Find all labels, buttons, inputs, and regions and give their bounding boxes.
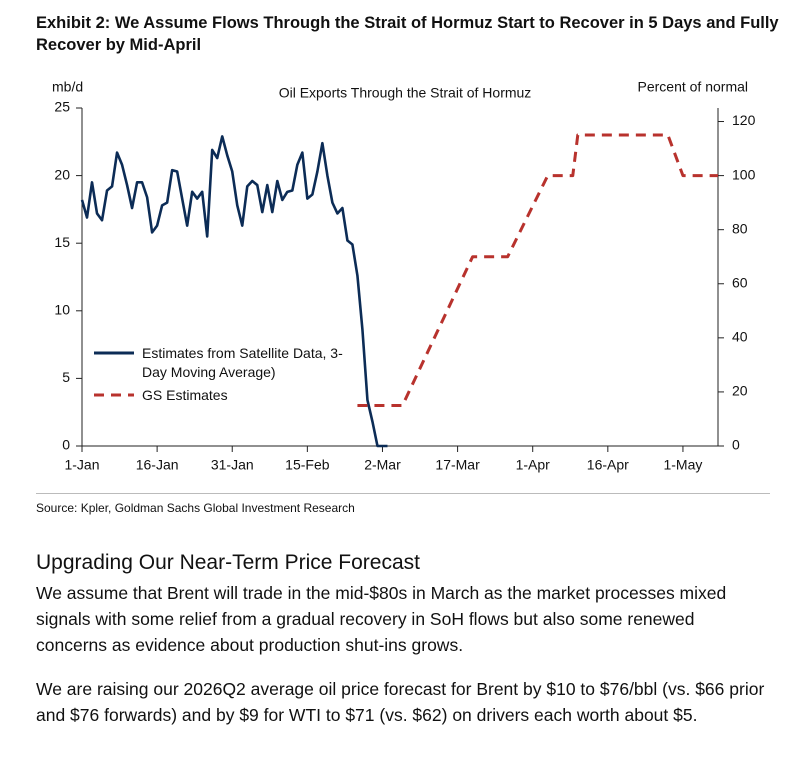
divider xyxy=(36,493,770,494)
legend-label: Estimates from Satellite Data, 3-Day Mov… xyxy=(142,345,343,380)
y-tick-label: 15 xyxy=(54,234,70,250)
x-tick-label: 1-Apr xyxy=(516,457,551,473)
y-tick-label: 0 xyxy=(62,437,70,453)
chart: Oil Exports Through the Strait of Hormuz… xyxy=(52,79,756,473)
x-tick-label: 15-Feb xyxy=(285,457,330,473)
y-tick-label: 5 xyxy=(62,369,70,385)
legend-item: GS Estimates xyxy=(92,386,357,405)
y2-tick-label: 20 xyxy=(732,383,748,399)
y-tick-label: 20 xyxy=(54,166,70,182)
legend-label: GS Estimates xyxy=(142,387,228,403)
y2-tick-label: 80 xyxy=(732,220,748,236)
y2-tick-label: 0 xyxy=(732,437,740,453)
y2-tick-label: 60 xyxy=(732,274,748,290)
section-body: We assume that Brent will trade in the m… xyxy=(36,580,766,746)
y2-tick-label: 40 xyxy=(732,329,748,345)
y-tick-label: 10 xyxy=(54,302,70,318)
chart-title: Oil Exports Through the Strait of Hormuz xyxy=(279,85,532,101)
x-tick-label: 1-May xyxy=(663,457,702,473)
y-axis-label: mb/d xyxy=(52,79,83,95)
series-line xyxy=(80,135,388,448)
series-line xyxy=(357,133,718,407)
x-tick-label: 17-Mar xyxy=(435,457,480,473)
x-tick-label: 16-Jan xyxy=(136,457,179,473)
y2-tick-label: 100 xyxy=(732,166,756,182)
x-tick-label: 2-Mar xyxy=(364,457,401,473)
section-heading: Upgrading Our Near-Term Price Forecast xyxy=(36,551,420,574)
legend-swatch xyxy=(94,393,134,397)
exhibit-title: Exhibit 2: We Assume Flows Through the S… xyxy=(36,14,779,54)
legend: Estimates from Satellite Data, 3-Day Mov… xyxy=(92,344,357,409)
y2-axis-label: Percent of normal xyxy=(638,79,749,95)
source: Source: Kpler, Goldman Sachs Global Inve… xyxy=(36,501,355,515)
paragraph: We assume that Brent will trade in the m… xyxy=(36,583,727,655)
x-tick-label: 31-Jan xyxy=(211,457,254,473)
legend-swatch xyxy=(94,351,134,355)
y-tick-label: 25 xyxy=(54,99,70,115)
legend-item: Estimates from Satellite Data, 3-Day Mov… xyxy=(92,344,357,382)
x-tick-label: 1-Jan xyxy=(64,457,99,473)
paragraph: We are raising our 2026Q2 average oil pr… xyxy=(36,679,765,725)
x-tick-label: 16-Apr xyxy=(587,457,629,473)
y2-tick-label: 120 xyxy=(732,112,756,128)
